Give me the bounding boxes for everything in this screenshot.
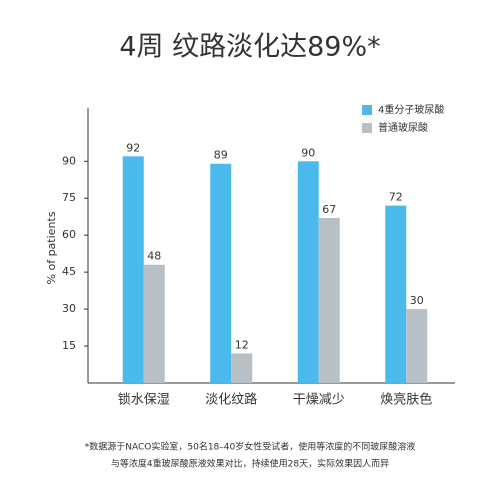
y-tick-label: 60 bbox=[62, 228, 76, 241]
value-label: 92 bbox=[126, 141, 140, 154]
footnote: 与等浓度4重玻尿酸原液效果对比，持续使用28天，实际效果因人而异 bbox=[111, 458, 389, 470]
legend-swatch bbox=[362, 123, 372, 133]
bar bbox=[406, 309, 428, 383]
legend-label: 普通玻尿酸 bbox=[378, 121, 428, 134]
legend-label: 4重分子玻尿酸 bbox=[378, 103, 444, 116]
y-tick-label: 45 bbox=[62, 265, 76, 278]
y-tick-label: 15 bbox=[62, 339, 76, 352]
bar bbox=[297, 161, 319, 383]
x-tick-label: 锁水保湿 bbox=[118, 392, 170, 408]
x-tick-label: 干燥减少 bbox=[293, 393, 345, 408]
bar bbox=[385, 205, 407, 383]
y-tick-label: 90 bbox=[62, 154, 76, 167]
value-label: 89 bbox=[214, 149, 228, 162]
legend-swatch bbox=[362, 105, 372, 115]
value-label: 90 bbox=[301, 146, 315, 159]
value-label: 30 bbox=[410, 294, 424, 307]
bar bbox=[210, 163, 232, 383]
x-tick-label: 淡化纹路 bbox=[205, 392, 257, 408]
y-tick-label: 75 bbox=[62, 191, 76, 204]
footnote: *数据源于NACO实验室，50名18–40岁女性受试者，使用等浓度的不同玻尿酸溶… bbox=[85, 441, 415, 453]
bar bbox=[143, 264, 165, 383]
value-label: 67 bbox=[322, 203, 336, 216]
bar bbox=[318, 217, 340, 383]
value-label: 48 bbox=[147, 250, 161, 263]
y-tick-label: 30 bbox=[62, 302, 76, 315]
value-label: 72 bbox=[389, 191, 403, 204]
value-label: 12 bbox=[235, 338, 249, 351]
y-axis-label: % of patients bbox=[45, 211, 58, 284]
chart-title: 4周 纹路淡化达89%* bbox=[119, 32, 380, 63]
x-tick-label: 焕亮肤色 bbox=[380, 392, 432, 408]
bar bbox=[122, 156, 144, 383]
bar bbox=[231, 353, 253, 383]
